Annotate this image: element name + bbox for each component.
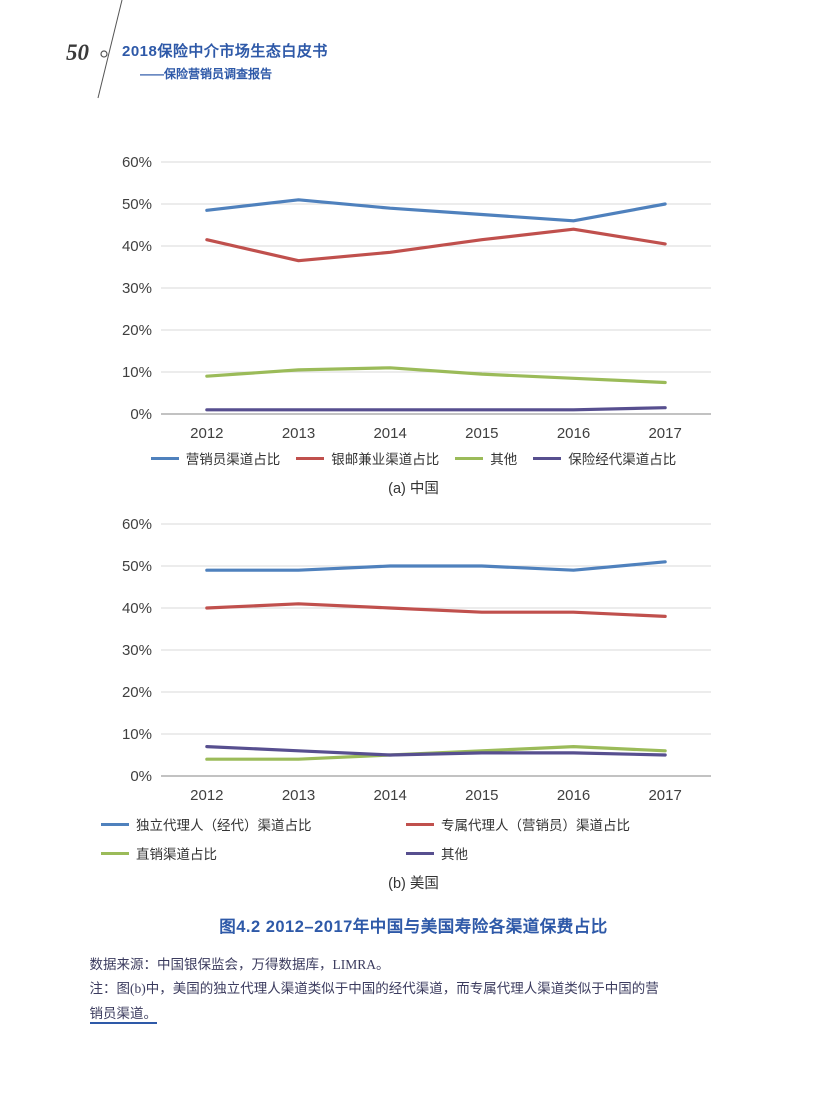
legend-item: 保险经代渠道占比 bbox=[533, 448, 676, 468]
chart-china-plot: 0% 10% 20% 30% 40% 50% 60% 2012 2013 2014 2015 2016… bbox=[121, 154, 711, 442]
chart-usa-caption: (b) 美国 bbox=[388, 876, 439, 892]
page-number: 50 bbox=[66, 40, 89, 65]
y-tick-label: 30% bbox=[121, 642, 151, 659]
legend-swatch-blue bbox=[150, 456, 179, 460]
chart-china-legend: 营销员渠道占比 银邮兼业渠道占比 其他 保险经代渠道占比 bbox=[0, 448, 827, 468]
legend-item: 独立代理人（经代）渠道占比 bbox=[101, 814, 406, 834]
legend-label: 银邮兼业渠道占比 bbox=[331, 452, 440, 467]
pin-icon bbox=[100, 50, 108, 58]
note-line-2: 销员渠道。 bbox=[89, 1005, 157, 1024]
legend-item: 直销渠道占比 bbox=[101, 843, 406, 863]
x-tick-label: 2016 bbox=[556, 787, 589, 804]
series-line-purple bbox=[204, 406, 667, 412]
data-source-note: 数据来源：中国银保监会，万得数据库，LIMRA。 bbox=[89, 957, 390, 972]
legend-swatch-purple bbox=[533, 456, 562, 460]
x-tick-label: 2014 bbox=[373, 425, 406, 442]
legend-label: 其他 bbox=[441, 847, 468, 862]
x-tick-label: 2017 bbox=[648, 787, 681, 804]
legend-item: 其他 bbox=[406, 843, 726, 863]
y-tick-label: 50% bbox=[121, 558, 151, 575]
x-tick-label: 2016 bbox=[556, 425, 589, 442]
y-tick-label: 40% bbox=[121, 600, 151, 617]
x-tick-label: 2013 bbox=[281, 787, 314, 804]
legend-label: 其他 bbox=[490, 452, 518, 467]
chart-china-caption: (a) 中国 bbox=[388, 481, 439, 497]
note-text: 注：图(b)中，美国的独立代理人渠道类似于中国的经代渠道，而专属代理人渠道类似于… bbox=[89, 977, 738, 1026]
legend-swatch-blue bbox=[101, 822, 129, 826]
series-line-red bbox=[204, 227, 667, 263]
legend-item: 营销员渠道占比 bbox=[150, 448, 281, 468]
y-tick-label: 40% bbox=[121, 238, 151, 255]
y-tick-label: 10% bbox=[121, 364, 151, 381]
y-tick-label: 0% bbox=[130, 406, 152, 423]
x-tick-label: 2013 bbox=[281, 425, 314, 442]
y-tick-label: 60% bbox=[121, 516, 151, 533]
x-tick-label: 2015 bbox=[465, 425, 498, 442]
legend-label: 直销渠道占比 bbox=[136, 847, 217, 862]
legend-item: 其他 bbox=[455, 448, 517, 468]
note-line-1: 注：图(b)中，美国的独立代理人渠道类似于中国的经代渠道，而专属代理人渠道类似于… bbox=[89, 981, 659, 997]
series-line-blue bbox=[204, 198, 667, 223]
legend-label: 专属代理人（营销员）渠道占比 bbox=[441, 818, 630, 833]
y-tick-label: 50% bbox=[121, 196, 151, 213]
series-line-red bbox=[204, 602, 667, 619]
report-subtitle: ——保险营销员调查报告 bbox=[140, 67, 273, 81]
y-tick-label: 30% bbox=[121, 280, 151, 297]
chart-usa-block: 0% 10% 20% 30% 40% 50% 60% 2012 2013 2014 2015 2016… bbox=[0, 508, 827, 893]
legend-swatch-green bbox=[455, 456, 484, 460]
legend-item: 银邮兼业渠道占比 bbox=[296, 448, 439, 468]
legend-swatch-green bbox=[101, 851, 129, 855]
legend-swatch-red bbox=[296, 456, 325, 460]
legend-item: 专属代理人（营销员）渠道占比 bbox=[406, 814, 726, 834]
chart-usa-plot: 0% 10% 20% 30% 40% 50% 60% 2012 2013 2014 2015 2016… bbox=[121, 516, 711, 804]
chart-usa-legend: 独立代理人（经代）渠道占比 专属代理人（营销员）渠道占比直销渠道占比 其他 bbox=[0, 814, 827, 863]
series-line-green bbox=[204, 366, 667, 385]
y-tick-label: 20% bbox=[121, 684, 151, 701]
page-header: 2018保险中介市场生态白皮书 ——保险营销员调查报告 bbox=[122, 40, 328, 82]
figure-caption: 图4.2 2012–2017年中国与美国寿险各渠道保费占比 bbox=[219, 918, 608, 936]
y-tick-label: 20% bbox=[121, 322, 151, 339]
x-tick-label: 2012 bbox=[190, 425, 223, 442]
figure-4-2: 0% 10% 20% 30% 40% 50% 60% 2012 2013 2014 2015 2016… bbox=[0, 146, 827, 1026]
x-tick-label: 2012 bbox=[190, 787, 223, 804]
y-tick-label: 60% bbox=[121, 154, 151, 171]
header-decoration-line bbox=[97, 0, 123, 99]
series-line-purple bbox=[204, 745, 667, 757]
legend-label: 独立代理人（经代）渠道占比 bbox=[136, 818, 312, 833]
x-tick-label: 2014 bbox=[373, 787, 406, 804]
chart-china-block: 0% 10% 20% 30% 40% 50% 60% 2012 2013 2014 2015 2016… bbox=[0, 146, 827, 498]
book-title: 2018保险中介市场生态白皮书 bbox=[122, 43, 328, 60]
legend-label: 保险经代渠道占比 bbox=[568, 452, 677, 467]
legend-swatch-red bbox=[406, 822, 434, 826]
legend-swatch-purple bbox=[406, 851, 434, 855]
y-tick-label: 10% bbox=[121, 726, 151, 743]
series-line-blue bbox=[204, 560, 667, 572]
x-tick-label: 2017 bbox=[648, 425, 681, 442]
y-tick-label: 0% bbox=[130, 768, 152, 785]
figure-notes: 数据来源：中国银保监会，万得数据库，LIMRA。 注：图(b)中，美国的独立代理… bbox=[89, 953, 738, 1026]
x-tick-label: 2015 bbox=[465, 787, 498, 804]
legend-label: 营销员渠道占比 bbox=[185, 452, 281, 467]
